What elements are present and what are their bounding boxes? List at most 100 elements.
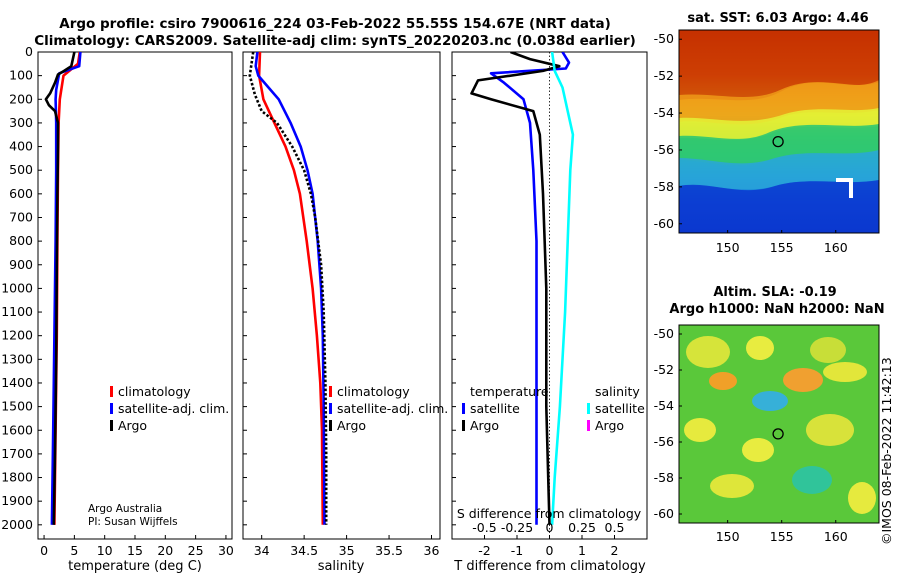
s-diff-tick-label: 0: [546, 520, 554, 535]
s-difference-label: S difference from climatology: [457, 506, 642, 521]
sst-cyan-band: [679, 150, 879, 190]
lon-tick-label: 155: [770, 240, 794, 255]
salinity-profiles: [248, 52, 328, 525]
x-tick-label: 36: [424, 543, 440, 558]
x-tick-label: 1: [578, 543, 586, 558]
depth-tick-label: 2000: [1, 517, 33, 532]
profile-s-satellite: [550, 52, 575, 525]
t-difference-xlabel: T difference from climatology: [453, 559, 646, 574]
sla-map-axes: -50 -52 -54 -56 -58 -60 150 155 160: [654, 326, 848, 544]
sla-anomaly-7: [752, 391, 788, 411]
sal-legend-satellite: satellite-adj. clim.: [337, 401, 448, 416]
x-tick-label: -2: [478, 543, 490, 558]
lon-tick-label: 150: [716, 529, 740, 544]
sst-map-title: sat. SST: 6.03 Argo: 4.46: [687, 11, 868, 26]
salinity-panel-frame: [242, 51, 441, 540]
s-diff-tick-label: 0.25: [568, 520, 596, 535]
sst-map-frame: [678, 29, 880, 234]
depth-tick-label: 400: [9, 139, 33, 154]
sst-yellow-band: [679, 108, 879, 141]
difference-profiles: [470, 52, 575, 525]
imos-timestamp-watermark: ©IMOS 08-Feb-2022 11:42:13: [879, 357, 894, 545]
depth-tick-label: 1700: [1, 446, 33, 461]
sla-anomaly-2: [746, 336, 774, 360]
depth-tick-label: 1100: [1, 304, 33, 319]
legend-t-argo: Argo: [470, 418, 499, 433]
sla-anomaly-8: [684, 418, 716, 442]
temp-legend-satellite-swatch: [110, 403, 113, 414]
depth-tick-label: 1200: [1, 328, 33, 343]
sla-anomaly-1: [686, 336, 730, 368]
lat-tick-label: -58: [654, 470, 674, 485]
depth-tick-label: 1800: [1, 470, 33, 485]
temperature-profiles: [44, 52, 82, 525]
lat-tick-label: -50: [654, 31, 674, 46]
x-tick-label: 34.5: [290, 543, 318, 558]
x-tick-label: 35.5: [375, 543, 403, 558]
difference-x-ticks: -2 -1 0 1 2: [478, 535, 618, 558]
sla-anomaly-11: [710, 474, 754, 498]
temp-legend-climatology-swatch: [110, 386, 113, 397]
x-tick-label: 2: [611, 543, 619, 558]
sla-anomaly-13: [848, 482, 876, 514]
depth-tick-label: 1900: [1, 493, 33, 508]
legend-t-argo-swatch: [462, 420, 465, 431]
x-tick-label: 25: [188, 543, 204, 558]
depth-tick-label: 0: [25, 44, 33, 59]
x-tick-label: 15: [127, 543, 143, 558]
depth-tick-label: 100: [9, 68, 33, 83]
lat-tick-label: -52: [654, 362, 674, 377]
legend-s-argo-swatch: [587, 420, 590, 431]
sst-cold-patch: [679, 180, 879, 233]
credit-line1: Argo Australia: [88, 503, 162, 515]
sst-land-mask-2: [849, 178, 853, 198]
sal-legend-argo-swatch: [329, 420, 332, 431]
s-diff-tick-label: 0.5: [605, 520, 625, 535]
x-tick-label: 5: [70, 543, 78, 558]
depth-tick-label: 800: [9, 233, 33, 248]
s-diff-tick-label: -0.5: [472, 520, 496, 535]
profile-argo: [248, 52, 328, 525]
x-tick-label: 34: [254, 543, 270, 558]
legend-temperature-title: temperature: [470, 384, 549, 399]
sal-legend-argo: Argo: [337, 418, 366, 433]
depth-tick-label: 900: [9, 257, 33, 272]
x-tick-label: 30: [218, 543, 234, 558]
sla-anomaly-10: [806, 414, 854, 446]
temp-legend-climatology: climatology: [118, 384, 191, 399]
credit-line2: PI: Susan Wijffels: [88, 516, 178, 528]
s-diff-tick-label: -0.25: [501, 520, 533, 535]
sal-legend-satellite-swatch: [329, 403, 332, 414]
x-tick-label: 10: [97, 543, 113, 558]
depth-tick-label: 600: [9, 186, 33, 201]
temperature-x-ticks: 0 5 10 15 20 25 30: [40, 535, 234, 558]
lon-tick-label: 155: [770, 529, 794, 544]
lat-tick-label: -56: [654, 434, 674, 449]
profile-satellite-adj-clim-: [254, 52, 326, 525]
salinity-x-ticks: 34 34.5 35 35.5 36: [254, 535, 440, 558]
lat-tick-label: -52: [654, 68, 674, 83]
x-tick-label: 0: [546, 543, 554, 558]
sla-map-title-line2: Argo h1000: NaN h2000: NaN: [669, 302, 884, 317]
x-tick-label: 20: [157, 543, 173, 558]
salinity-xlabel: salinity: [318, 559, 365, 574]
s-difference-ticks: -0.5 -0.25 0 0.25 0.5: [472, 520, 624, 535]
sla-argo-location-marker: [772, 428, 784, 440]
figure-title-line2: Climatology: CARS2009. Satellite-adj cli…: [34, 33, 636, 49]
temp-legend-argo-swatch: [110, 420, 113, 431]
sst-green-band: [679, 124, 879, 166]
x-tick-label: 35: [339, 543, 355, 558]
x-tick-label: -1: [511, 543, 523, 558]
lon-tick-label: 160: [824, 529, 848, 544]
depth-tick-label: 200: [9, 91, 33, 106]
sst-orange-band: [679, 82, 879, 125]
temp-legend-argo: Argo: [118, 418, 147, 433]
depth-axis: 0 100 200 300 400 500 600 700 800 900 1000 1100 1200…: [1, 44, 456, 532]
depth-tick-label: 1400: [1, 375, 33, 390]
profile-argo: [44, 52, 76, 525]
legend-salinity-title: salinity: [595, 384, 640, 399]
legend-s-satellite: satellite: [595, 401, 645, 416]
lat-tick-label: -56: [654, 142, 674, 157]
sla-map-frame: [678, 324, 880, 524]
